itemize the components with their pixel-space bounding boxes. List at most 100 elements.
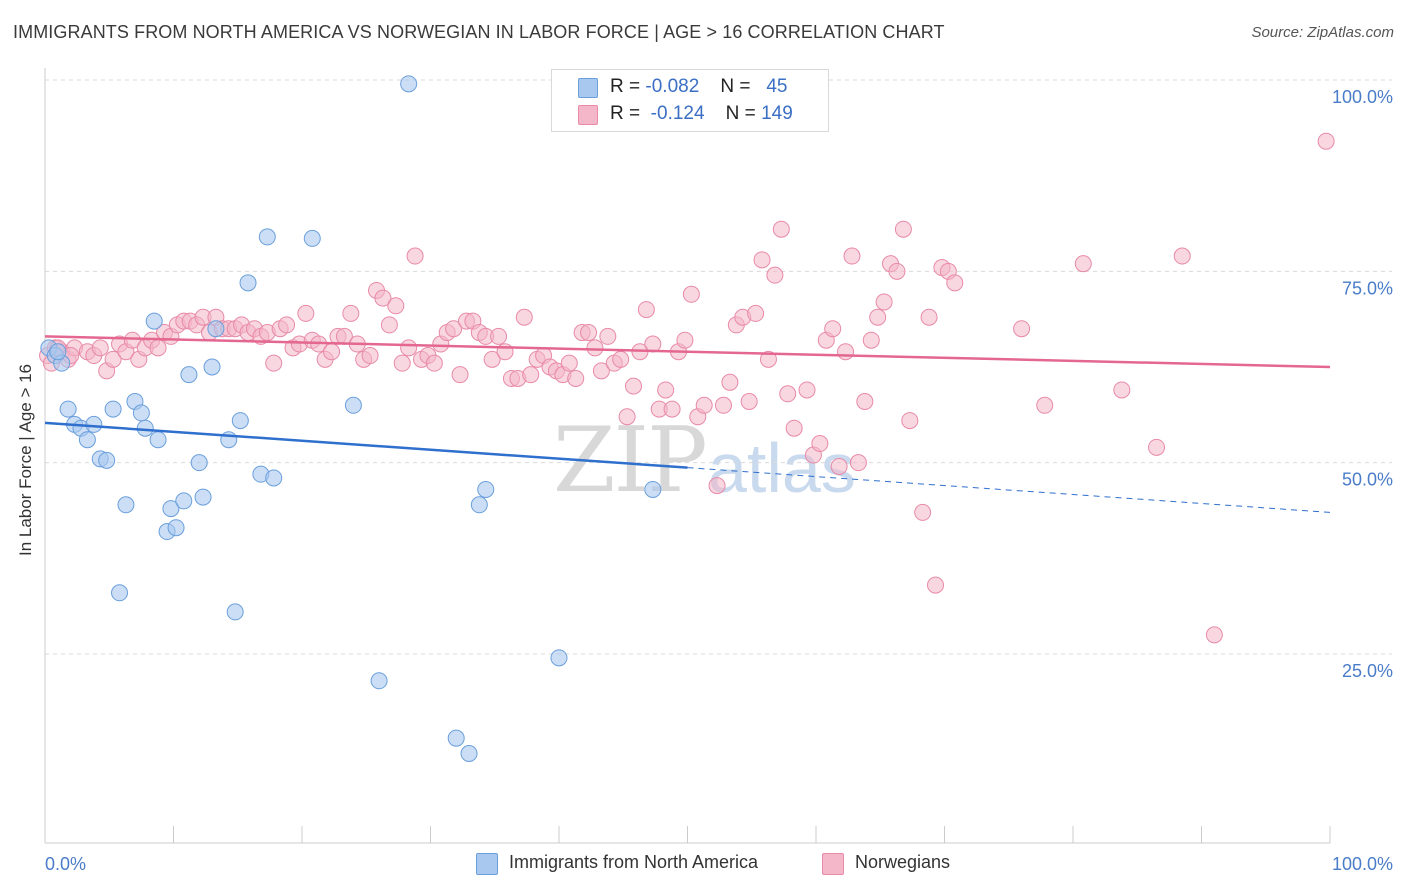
point-norwegians — [393, 354, 411, 372]
point-norwegians — [946, 274, 964, 292]
point-immigrants — [85, 415, 103, 433]
legend-n-label: N = — [725, 103, 756, 124]
point-norwegians — [901, 412, 919, 430]
bottom-legend-label: Norwegians — [855, 852, 951, 872]
legend-r-label: R = — [610, 76, 641, 97]
point-norwegians — [920, 308, 938, 326]
trend-lines — [44, 335, 1331, 513]
point-norwegians — [560, 354, 578, 372]
y-tick-label: 100.0% — [1332, 87, 1393, 107]
point-norwegians — [342, 304, 360, 322]
bottom-legend-swatch-blue — [476, 853, 498, 875]
point-norwegians — [278, 316, 296, 334]
point-norwegians — [451, 366, 469, 384]
point-immigrants — [49, 343, 67, 361]
point-norwegians — [1113, 381, 1131, 399]
gridlines — [45, 79, 1392, 655]
point-immigrants — [470, 496, 488, 514]
point-immigrants — [194, 488, 212, 506]
point-norwegians — [875, 293, 893, 311]
point-immigrants — [132, 404, 150, 422]
point-immigrants — [149, 431, 167, 449]
point-immigrants — [477, 480, 495, 498]
point-immigrants — [111, 584, 129, 602]
point-norwegians — [445, 320, 463, 338]
point-norwegians — [490, 327, 508, 345]
chart-title: IMMIGRANTS FROM NORTH AMERICA VS NORWEGI… — [13, 22, 945, 42]
bottom-legend-swatch-pink — [822, 853, 844, 875]
point-norwegians — [1074, 255, 1092, 273]
series-norwegians — [39, 132, 1335, 644]
point-norwegians — [663, 400, 681, 418]
legend-n-label: N = — [720, 76, 751, 97]
point-norwegians — [380, 316, 398, 334]
point-norwegians — [425, 354, 443, 372]
legend-swatch-blue — [578, 78, 598, 98]
point-immigrants — [265, 469, 283, 487]
bottom-legend-label: Immigrants from North America — [509, 852, 759, 872]
point-norwegians — [515, 308, 533, 326]
point-norwegians — [747, 304, 765, 322]
point-norwegians — [862, 331, 880, 349]
point-immigrants — [180, 366, 198, 384]
point-norwegians — [374, 289, 392, 307]
point-norwegians — [914, 503, 932, 521]
point-norwegians — [483, 350, 501, 368]
point-norwegians — [830, 457, 848, 475]
point-norwegians — [676, 331, 694, 349]
point-immigrants — [98, 451, 116, 469]
y-tick-label: 75.0% — [1342, 278, 1393, 298]
point-immigrants — [447, 729, 465, 747]
point-immigrants — [117, 496, 135, 514]
point-immigrants — [162, 500, 180, 518]
point-norwegians — [888, 262, 906, 280]
point-immigrants — [59, 400, 77, 418]
point-norwegians — [361, 347, 379, 365]
correlation-legend: R = -0.082 N = 45 R = -0.124 N = 149 — [551, 69, 829, 132]
point-norwegians — [1317, 132, 1335, 150]
point-norwegians — [1173, 247, 1191, 265]
point-norwegians — [1013, 320, 1031, 338]
point-norwegians — [811, 435, 829, 453]
point-norwegians — [779, 385, 797, 403]
point-immigrants — [344, 396, 362, 414]
point-immigrants — [400, 75, 418, 93]
point-immigrants — [370, 672, 388, 690]
point-immigrants — [175, 492, 193, 510]
legend-n-value: 149 — [761, 103, 793, 124]
point-norwegians — [599, 327, 617, 345]
x-tick-label-max: 100.0% — [1332, 854, 1393, 874]
point-norwegians — [586, 339, 604, 357]
point-norwegians — [708, 477, 726, 495]
point-norwegians — [753, 251, 771, 269]
point-norwegians — [759, 350, 777, 368]
point-norwegians — [297, 304, 315, 322]
point-norwegians — [580, 324, 598, 342]
point-norwegians — [323, 343, 341, 361]
point-norwegians — [637, 301, 655, 319]
point-norwegians — [592, 362, 610, 380]
point-norwegians — [1205, 626, 1223, 644]
tick-labels: 25.0% 50.0% 75.0% 100.0% 0.0% 100.0% — [45, 87, 1393, 874]
point-immigrants — [104, 400, 122, 418]
series-immigrants — [40, 75, 662, 762]
point-norwegians — [927, 576, 945, 594]
point-norwegians — [740, 392, 758, 410]
point-norwegians — [567, 369, 585, 387]
point-norwegians — [843, 247, 861, 265]
point-immigrants — [231, 412, 249, 430]
point-norwegians — [824, 320, 842, 338]
point-immigrants — [550, 649, 568, 667]
point-norwegians — [612, 350, 630, 368]
point-norwegians — [785, 419, 803, 437]
point-norwegians — [772, 220, 790, 238]
point-norwegians — [625, 377, 643, 395]
point-norwegians — [104, 350, 122, 368]
point-norwegians — [265, 354, 283, 372]
point-immigrants — [460, 744, 478, 762]
point-norwegians — [766, 266, 784, 284]
point-norwegians — [387, 297, 405, 315]
trend-immigrants-solid — [44, 421, 688, 469]
point-norwegians — [400, 339, 418, 357]
